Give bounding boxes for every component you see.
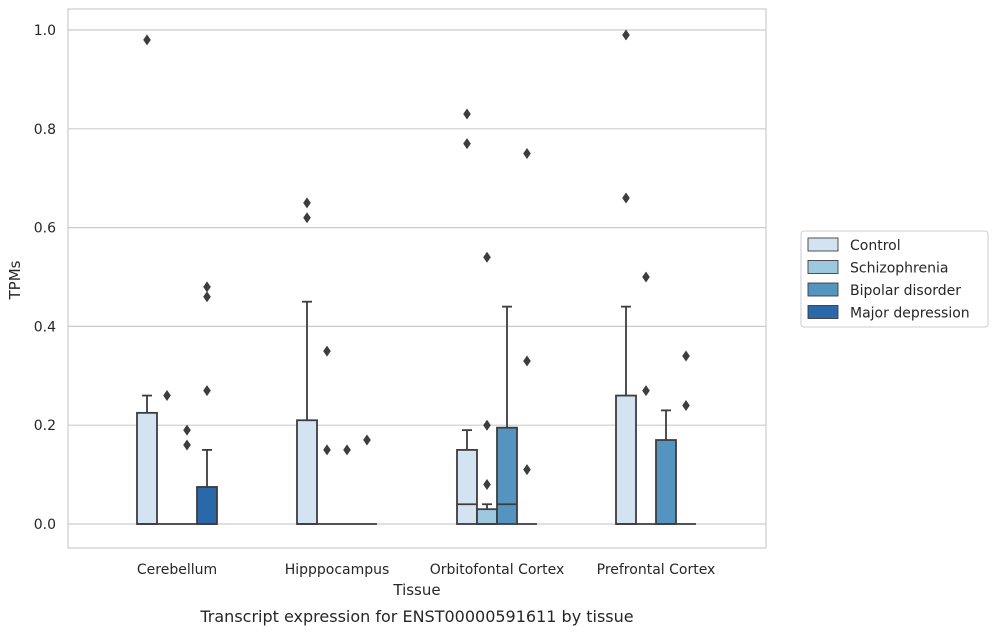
legend-label: Bipolar disorder xyxy=(850,283,961,299)
legend-label: Control xyxy=(850,238,901,254)
legend-swatch xyxy=(807,305,839,319)
x-tick-label: Cerebellum xyxy=(137,562,217,578)
y-tick-label: 1.0 xyxy=(34,23,56,39)
box-control xyxy=(456,429,478,525)
outlier-point xyxy=(463,138,471,150)
legend-frame xyxy=(800,230,989,328)
legend-swatch xyxy=(807,260,839,274)
box-schizophrenia xyxy=(476,503,498,525)
outlier-point xyxy=(183,439,191,451)
outlier-point xyxy=(682,399,690,411)
box-bipolar-disorder xyxy=(496,305,518,525)
outlier-point xyxy=(343,444,351,456)
outlier-point xyxy=(483,419,491,431)
x-tick-label: Hipppocampus xyxy=(285,562,390,578)
y-axis-title: TPMs xyxy=(6,260,24,300)
outlier-point xyxy=(682,350,690,362)
outlier-point xyxy=(303,212,311,224)
box-control xyxy=(136,394,158,525)
outlier-point xyxy=(323,444,331,456)
outlier-point xyxy=(203,281,211,293)
box-body xyxy=(296,419,318,525)
legend-label: Major depression xyxy=(850,306,970,322)
outlier-point xyxy=(203,291,211,303)
box-body xyxy=(196,486,218,525)
boxes xyxy=(136,300,696,525)
box-body xyxy=(655,439,677,525)
x-axis-title: Tissue xyxy=(392,581,440,599)
outlier-point xyxy=(642,385,650,397)
box-body xyxy=(476,508,498,525)
outlier-point xyxy=(163,390,171,402)
box-control xyxy=(615,305,637,525)
figure-caption: Transcript expression for ENST0000059161… xyxy=(199,607,633,626)
x-tick-labels: Cerebellum Hipppocampus Orbitofontal Corte… xyxy=(137,562,715,578)
outlier-point xyxy=(363,434,371,446)
x-tick-label: Prefrontal Cortex xyxy=(597,562,716,578)
outlier-point xyxy=(523,355,531,367)
legend-swatch xyxy=(807,282,839,297)
outlier-point xyxy=(642,271,650,283)
box-body xyxy=(136,411,158,525)
y-tick-label: 0.4 xyxy=(34,319,56,335)
outlier-point xyxy=(463,108,471,120)
legend-label: Schizophrenia xyxy=(850,261,948,277)
outlier-point xyxy=(622,192,630,204)
plot-area-frame xyxy=(67,8,767,549)
outlier-point xyxy=(523,148,531,159)
box-major-depression xyxy=(196,448,218,525)
outlier-point xyxy=(203,385,211,397)
outlier-point xyxy=(183,424,191,436)
outlier-point xyxy=(303,197,311,209)
box-bipolar-disorder xyxy=(655,409,677,525)
outlier-point xyxy=(323,345,331,357)
outlier-point xyxy=(483,251,491,263)
outlier-point xyxy=(622,29,630,41)
y-tick-label: 0.0 xyxy=(34,517,56,533)
legend: Control Schizophrenia Bipolar disorder Majo… xyxy=(800,230,989,328)
x-tick-label: Orbitofontal Cortex xyxy=(430,562,565,578)
legend-swatch xyxy=(807,237,839,252)
outlier-point xyxy=(523,464,531,476)
box-body xyxy=(496,426,518,525)
outlier-point xyxy=(143,34,151,46)
y-tick-label: 0.8 xyxy=(34,122,56,138)
y-tick-labels: 0.0 0.2 0.4 0.6 0.8 1.0 xyxy=(34,23,56,533)
outlier-point xyxy=(483,478,491,490)
y-tick-label: 0.2 xyxy=(34,418,56,434)
box-control xyxy=(296,300,318,525)
box-body xyxy=(615,394,637,525)
outliers xyxy=(143,29,690,490)
box-body xyxy=(456,448,478,525)
y-tick-label: 0.6 xyxy=(34,221,56,237)
